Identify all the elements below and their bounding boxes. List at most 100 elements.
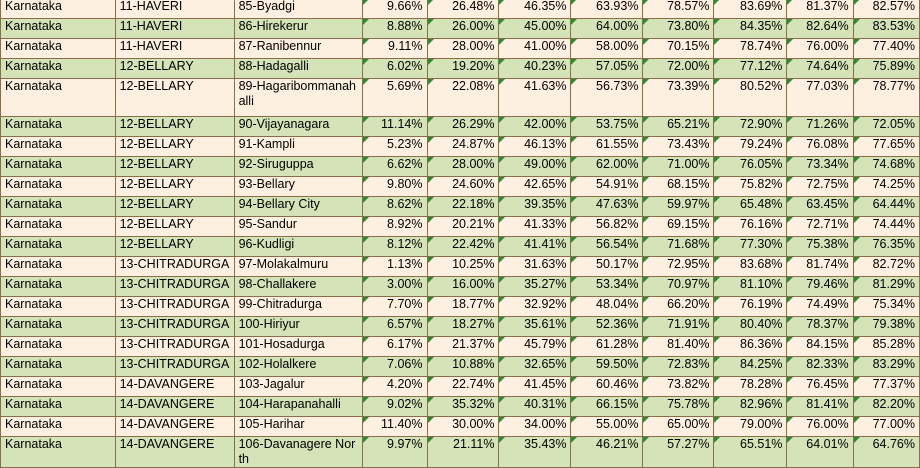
value-cell-8: 85.28% — [852, 336, 920, 357]
value-cell-5: 59.97% — [642, 196, 715, 217]
value-cell-6: 84.25% — [713, 356, 788, 377]
value-cell-2: 20.21% — [426, 216, 500, 237]
value-cell-8: 83.53% — [852, 18, 920, 39]
constituency-cell: 95-Sandur — [233, 216, 364, 237]
value-cell-2: 26.29% — [426, 116, 500, 137]
value-cell-2: 22.42% — [426, 236, 500, 257]
value-cell-2: 22.08% — [426, 78, 500, 117]
constituency-cell: 88-Hadagalli — [233, 58, 364, 79]
value-cell-8: 79.38% — [852, 316, 920, 337]
value-cell-3: 40.31% — [498, 396, 572, 417]
constituency-cell: 87-Ranibennur — [233, 38, 364, 59]
district-cell: 12-BELLARY — [114, 156, 235, 177]
value-cell-4: 48.04% — [570, 296, 644, 317]
district-cell: 13-CHITRADURGA — [114, 276, 235, 297]
table-row: Karnataka 12-BELLARY 88-Hadagalli 6.02% 19.2… — [0, 58, 920, 79]
state-cell: Karnataka — [0, 176, 116, 197]
value-cell-7: 75.38% — [786, 236, 854, 257]
value-cell-3: 42.00% — [498, 116, 572, 137]
value-cell-8: 72.05% — [852, 116, 920, 137]
value-cell-6: 77.12% — [713, 58, 788, 79]
value-cell-3: 40.23% — [498, 58, 572, 79]
value-cell-6: 65.48% — [713, 196, 788, 217]
value-cell-3: 35.27% — [498, 276, 572, 297]
value-cell-2: 18.77% — [426, 296, 500, 317]
state-cell: Karnataka — [0, 136, 116, 157]
value-cell-5: 71.68% — [642, 236, 715, 257]
constituency-cell: 97-Molakalmuru — [233, 256, 364, 277]
value-cell-2: 24.60% — [426, 176, 500, 197]
value-cell-1: 11.14% — [362, 116, 428, 137]
value-cell-4: 56.82% — [570, 216, 644, 237]
value-cell-5: 65.21% — [642, 116, 715, 137]
district-cell: 12-BELLARY — [114, 78, 235, 117]
table-row: Karnataka 12-BELLARY 92-Siruguppa 6.62% 28.0… — [0, 156, 920, 177]
value-cell-2: 21.11% — [426, 436, 500, 468]
value-cell-6: 76.16% — [713, 216, 788, 237]
district-cell: 13-CHITRADURGA — [114, 356, 235, 377]
value-cell-1: 9.80% — [362, 176, 428, 197]
value-cell-5: 81.40% — [642, 336, 715, 357]
district-cell: 13-CHITRADURGA — [114, 296, 235, 317]
state-cell: Karnataka — [0, 356, 116, 377]
table-row: Karnataka 13-CHITRADURGA 101-Hosadurga 6.17… — [0, 336, 920, 357]
state-cell: Karnataka — [0, 396, 116, 417]
value-cell-7: 76.00% — [786, 416, 854, 437]
district-cell: 13-CHITRADURGA — [114, 316, 235, 337]
state-cell: Karnataka — [0, 116, 116, 137]
value-cell-3: 46.13% — [498, 136, 572, 157]
value-cell-8: 82.57% — [852, 0, 920, 19]
value-cell-8: 74.25% — [852, 176, 920, 197]
value-cell-5: 73.80% — [642, 18, 715, 39]
value-cell-4: 60.46% — [570, 376, 644, 397]
table-row: Karnataka 12-BELLARY 95-Sandur 8.92% 20.21% 4… — [0, 216, 920, 237]
value-cell-4: 62.00% — [570, 156, 644, 177]
table-row: Karnataka 12-BELLARY 91-Kampli 5.23% 24.87% 4… — [0, 136, 920, 157]
value-cell-4: 50.17% — [570, 256, 644, 277]
value-cell-7: 73.34% — [786, 156, 854, 177]
value-cell-1: 9.66% — [362, 0, 428, 19]
value-cell-4: 61.28% — [570, 336, 644, 357]
value-cell-6: 83.68% — [713, 256, 788, 277]
value-cell-5: 73.39% — [642, 78, 715, 117]
value-cell-6: 82.96% — [713, 396, 788, 417]
value-cell-4: 55.00% — [570, 416, 644, 437]
value-cell-8: 64.44% — [852, 196, 920, 217]
constituency-cell: 99-Chitradurga — [233, 296, 364, 317]
value-cell-2: 30.00% — [426, 416, 500, 437]
value-cell-4: 46.21% — [570, 436, 644, 468]
value-cell-6: 80.52% — [713, 78, 788, 117]
value-cell-3: 41.00% — [498, 38, 572, 59]
value-cell-1: 9.02% — [362, 396, 428, 417]
value-cell-1: 9.97% — [362, 436, 428, 468]
value-cell-5: 71.91% — [642, 316, 715, 337]
value-cell-4: 54.91% — [570, 176, 644, 197]
value-cell-2: 22.18% — [426, 196, 500, 217]
value-cell-1: 5.23% — [362, 136, 428, 157]
value-cell-4: 61.55% — [570, 136, 644, 157]
value-cell-2: 22.74% — [426, 376, 500, 397]
constituency-cell: 105-Harihar — [233, 416, 364, 437]
value-cell-6: 76.19% — [713, 296, 788, 317]
value-cell-4: 59.50% — [570, 356, 644, 377]
constituency-cell: 90-Vijayanagara — [233, 116, 364, 137]
value-cell-7: 78.37% — [786, 316, 854, 337]
value-cell-5: 72.83% — [642, 356, 715, 377]
value-cell-3: 49.00% — [498, 156, 572, 177]
table-row: Karnataka 13-CHITRADURGA 98-Challakere 3.00… — [0, 276, 920, 297]
value-cell-6: 72.90% — [713, 116, 788, 137]
constituency-cell: 98-Challakere — [233, 276, 364, 297]
district-cell: 12-BELLARY — [114, 196, 235, 217]
value-cell-6: 79.24% — [713, 136, 788, 157]
value-cell-1: 7.06% — [362, 356, 428, 377]
state-cell: Karnataka — [0, 276, 116, 297]
table-row: Karnataka 13-CHITRADURGA 102-Holalkere 7.06… — [0, 356, 920, 377]
value-cell-2: 28.00% — [426, 38, 500, 59]
value-cell-5: 66.20% — [642, 296, 715, 317]
value-cell-8: 77.65% — [852, 136, 920, 157]
value-cell-4: 63.93% — [570, 0, 644, 19]
district-cell: 11-HAVERI — [114, 38, 235, 59]
value-cell-2: 21.37% — [426, 336, 500, 357]
district-cell: 14-DAVANGERE — [114, 416, 235, 437]
value-cell-2: 26.48% — [426, 0, 500, 19]
